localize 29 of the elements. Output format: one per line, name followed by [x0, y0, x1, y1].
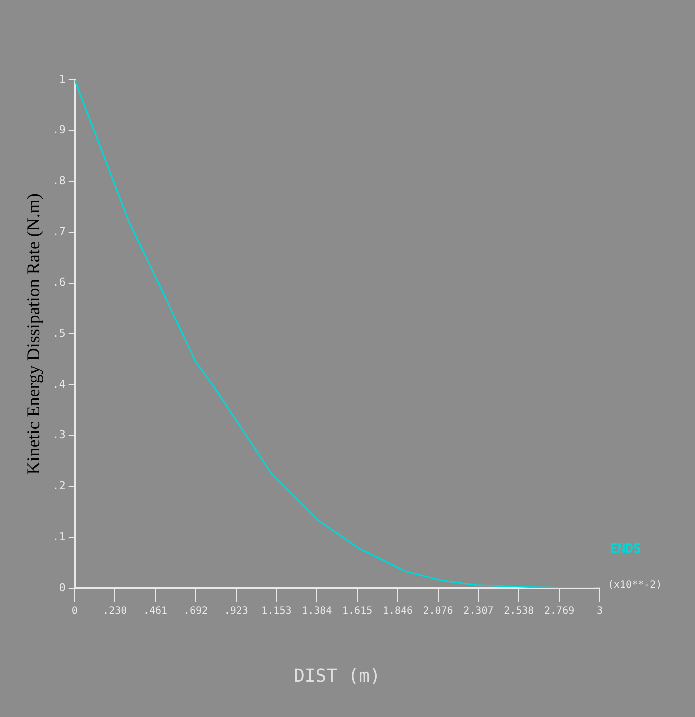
y-tick-label: .7 [52, 225, 66, 238]
y-axis-title: Kinetic Energy Dissipation Rate (N.m) [24, 194, 44, 475]
x-tick-label: 0 [72, 606, 78, 617]
y-tick-label: .6 [52, 276, 66, 290]
y-tick-label: .4 [52, 378, 66, 391]
x-tick-label: 1.846 [382, 606, 414, 617]
x-tick-label: .692 [184, 606, 208, 617]
x-tick-label: 3 [596, 606, 604, 617]
x-tick-label: .461 [143, 606, 168, 617]
x-tick-label: 2.076 [423, 606, 454, 617]
x-tick-label: 1.615 [342, 606, 373, 617]
x-tick-label: .923 [224, 606, 248, 617]
y-tick-label: 1 [59, 72, 66, 86]
x-axis-title: DIST (m) [294, 666, 381, 687]
y-tick-label: .1 [52, 530, 66, 544]
y-tick-label: 0 [59, 581, 66, 594]
y-tick-label: .5 [52, 327, 66, 340]
y-tick-label: .2 [52, 480, 66, 493]
y-tick-label: .8 [52, 174, 66, 188]
text: ENDS [610, 542, 642, 557]
x-tick-label: 1.384 [302, 606, 332, 617]
x-tick-label: 2.769 [544, 606, 575, 617]
y-tick-label: .3 [52, 428, 66, 442]
y-tick-label: .9 [52, 124, 66, 137]
x-tick-label: 1.153 [262, 606, 292, 617]
x-tick-label: .230 [103, 606, 128, 617]
x-tick-label: 2.538 [504, 606, 534, 617]
x-tick-label: 2.307 [464, 606, 494, 617]
text: (x10**-2) [608, 580, 662, 591]
